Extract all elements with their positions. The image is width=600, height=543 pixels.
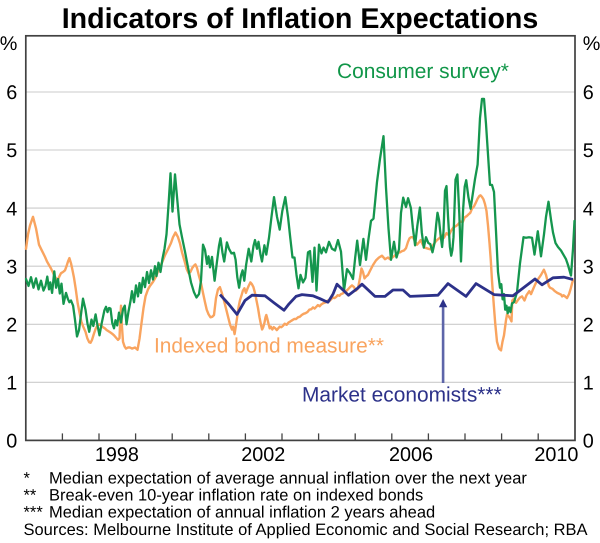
svg-text:5: 5 <box>6 140 17 162</box>
svg-text:Market economists***: Market economists*** <box>302 383 502 406</box>
svg-text:6: 6 <box>6 82 17 104</box>
svg-text:Median expectation of average: Median expectation of average annual inf… <box>49 469 527 487</box>
svg-text:***: *** <box>24 503 44 521</box>
svg-text:0: 0 <box>583 431 594 453</box>
svg-text:1: 1 <box>6 373 17 395</box>
svg-text:2002: 2002 <box>241 444 285 466</box>
svg-text:%: % <box>0 33 17 55</box>
svg-text:Consumer survey*: Consumer survey* <box>337 60 509 83</box>
svg-text:Indexed bond measure**: Indexed bond measure** <box>154 335 384 358</box>
svg-text:2: 2 <box>583 315 594 337</box>
svg-text:Indicators of Inflation Expect: Indicators of Inflation Expectations <box>62 3 539 35</box>
svg-text:4: 4 <box>6 198 17 220</box>
svg-text:*: * <box>24 469 31 487</box>
svg-text:%: % <box>583 33 600 55</box>
svg-text:**: ** <box>24 486 37 504</box>
svg-text:6: 6 <box>583 82 594 104</box>
svg-text:5: 5 <box>583 140 594 162</box>
svg-text:3: 3 <box>6 256 17 278</box>
svg-text:0: 0 <box>6 431 17 453</box>
svg-text:2006: 2006 <box>389 444 433 466</box>
svg-text:4: 4 <box>583 198 594 220</box>
svg-text:Median expectation of annual i: Median expectation of annual inflation 2… <box>49 503 435 521</box>
svg-text:1998: 1998 <box>95 444 139 466</box>
svg-text:2010: 2010 <box>534 444 578 466</box>
svg-text:2: 2 <box>6 315 17 337</box>
svg-text:1: 1 <box>583 373 594 395</box>
svg-text:3: 3 <box>583 256 594 278</box>
svg-text:Sources: Melbourne Institute o: Sources: Melbourne Institute of Applied … <box>24 521 588 539</box>
svg-text:Break-even 10-year inflation r: Break-even 10-year inflation rate on ind… <box>49 486 423 504</box>
